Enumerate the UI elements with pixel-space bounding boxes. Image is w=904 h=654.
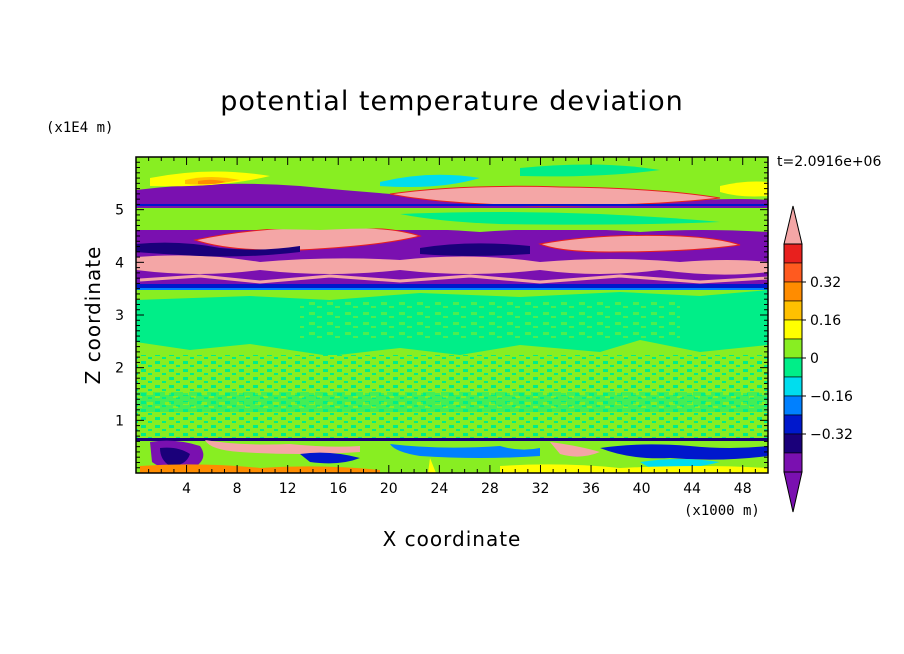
x-axis-label: X coordinate: [382, 527, 522, 551]
x-tick-label: 8: [233, 481, 242, 497]
layer-z51-line: [136, 204, 768, 206]
upper-warm-band: [136, 255, 768, 275]
colorbar-label: −0.16: [810, 389, 853, 405]
colorbar-box: [783, 338, 803, 359]
x-tick-label: 4: [182, 481, 191, 497]
colorbar-box: [783, 433, 803, 454]
y-tick-label: 3: [115, 308, 124, 324]
bl-warm-5: [500, 464, 768, 473]
tropopause-line: [136, 284, 768, 288]
colorbar-box: [783, 319, 803, 340]
layer-z48-cool: [400, 212, 720, 225]
time-label: t=2.0916e+06: [777, 154, 882, 170]
colorbar-box: [783, 243, 803, 264]
x-tick-label: 24: [430, 481, 448, 497]
colorbar-box: [783, 452, 803, 473]
y-tick-label: 4: [115, 255, 124, 271]
bl-cold-3: [390, 444, 540, 458]
colorbar-label: 0: [810, 351, 819, 367]
colorbar-box: [783, 300, 803, 321]
y-tick-label: 1: [115, 413, 124, 429]
top-warm-patch-4: [720, 181, 768, 197]
x-tick-label: 32: [532, 481, 550, 497]
x-tick-label: 28: [481, 481, 499, 497]
x-tick-label: 44: [683, 481, 701, 497]
colorbar: 0.32 0.16 0 −0.16 −0.32: [783, 205, 853, 513]
x-tick-label: 40: [633, 481, 651, 497]
colorbar-label: 0.16: [810, 313, 841, 329]
top-warm-patch-3: [198, 179, 226, 185]
bl-cold-2: [300, 452, 360, 464]
colorbar-top-arrow: [783, 205, 803, 245]
colorbar-box: [783, 262, 803, 283]
top-cool-patch: [380, 174, 480, 187]
y-tick-label: 5: [115, 203, 124, 219]
colorbar-box: [783, 357, 803, 378]
x-tick-label: 36: [582, 481, 600, 497]
bl-cold-4: [600, 444, 768, 460]
bl-warm-4: [140, 464, 380, 473]
colorbar-label: 0.32: [810, 275, 841, 291]
bl-warm-2: [550, 442, 600, 457]
colorbar-bottom-arrow: [783, 471, 803, 513]
colorbar-box: [783, 376, 803, 397]
colorbar-box: [783, 395, 803, 416]
mid-noise-upper: [300, 300, 680, 340]
contour-field: [136, 157, 768, 473]
tropopause-line-2: [136, 288, 768, 290]
upper-warm-streaks: [139, 274, 768, 284]
x-axis-unit: (x1000 m): [684, 503, 760, 519]
colorbar-box: [783, 414, 803, 435]
upper-cold-deep: [136, 242, 300, 257]
x-tick-label: 48: [734, 481, 752, 497]
x-tick-label: 20: [380, 481, 398, 497]
upper-warm-lobe-2: [538, 234, 741, 253]
y-tick-label: 2: [115, 361, 124, 377]
upper-cold-deep-2: [420, 243, 530, 256]
y-axis-unit: (x1E4 m): [46, 120, 114, 136]
x-axis-ticks: 4 8 12 16 20 24 28 32 36 40 44 48: [148, 157, 756, 497]
bl-warm-1: [205, 440, 360, 454]
top-cool-patch-2: [520, 164, 660, 177]
inversion-line: [136, 438, 768, 441]
chart-title: potential temperature deviation: [220, 86, 684, 117]
y-axis-ticks: 1 2 3 4 5: [115, 161, 768, 469]
x-tick-label: 12: [279, 481, 297, 497]
colorbar-box: [783, 281, 803, 302]
x-tick-label: 16: [329, 481, 347, 497]
bl-warm-3: [428, 458, 436, 473]
colorbar-label: −0.32: [810, 427, 853, 443]
mid-noise-band: [136, 392, 768, 412]
bl-cold-1b: [160, 447, 190, 466]
